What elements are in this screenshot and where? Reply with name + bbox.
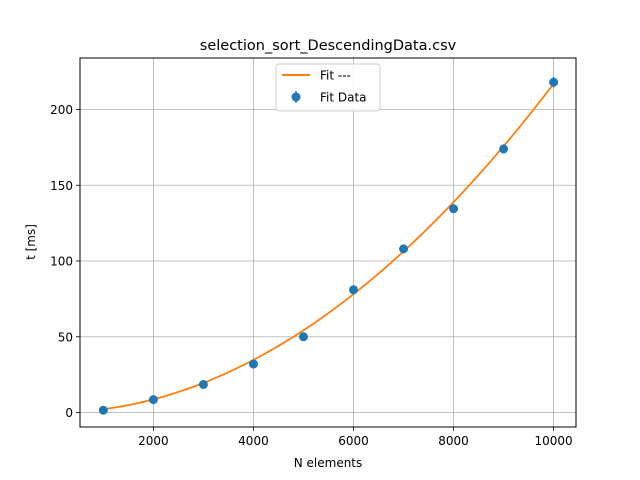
legend: Fit --- Fit Data <box>275 63 381 112</box>
x-tick-label: 10000 <box>535 434 573 448</box>
y-tick-label: 0 <box>65 406 73 420</box>
data-point <box>399 244 409 254</box>
data-point <box>298 332 308 342</box>
legend-point-swatch <box>291 92 301 102</box>
data-point <box>349 285 358 295</box>
data-point <box>248 359 258 369</box>
x-tick-label: 8000 <box>438 434 469 448</box>
data-point <box>499 144 509 154</box>
x-tick-label: 6000 <box>338 434 369 448</box>
data-points-group <box>98 76 559 415</box>
y-tick-label: 50 <box>58 330 73 344</box>
plot-frame <box>79 57 577 428</box>
data-point <box>198 379 208 389</box>
fit-line <box>103 83 555 411</box>
legend-label-fit: Fit --- <box>320 69 351 83</box>
legend-label-data: Fit Data <box>320 91 367 105</box>
x-axis-label: N elements <box>294 456 363 470</box>
data-point <box>98 405 108 415</box>
data-point <box>449 204 459 214</box>
chart-title: selection_sort_DescendingData.csv <box>200 38 457 54</box>
y-axis-label: t [ms] <box>24 224 38 260</box>
y-tick-label: 150 <box>50 179 73 193</box>
axis-ticks: 2000 4000 6000 8000 10000 0 50 100 150 200 <box>50 103 573 448</box>
x-tick-label: 4000 <box>238 434 269 448</box>
x-tick-label: 2000 <box>138 434 169 448</box>
data-point <box>148 395 158 405</box>
y-tick-label: 200 <box>50 103 73 117</box>
fit-line-group <box>103 83 555 411</box>
data-point <box>549 77 559 87</box>
y-tick-label: 100 <box>50 255 73 269</box>
